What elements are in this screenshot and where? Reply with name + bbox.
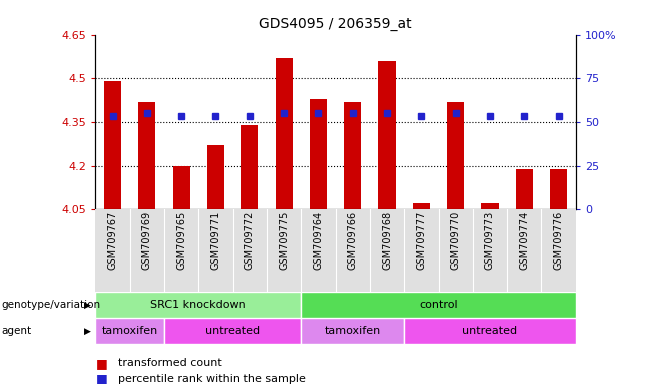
Title: GDS4095 / 206359_at: GDS4095 / 206359_at <box>259 17 412 31</box>
Text: control: control <box>419 300 458 310</box>
Text: GSM709775: GSM709775 <box>279 211 289 270</box>
Text: untreated: untreated <box>205 326 260 336</box>
Text: GSM709773: GSM709773 <box>485 211 495 270</box>
Text: ▶: ▶ <box>84 326 91 336</box>
Bar <box>447 101 465 209</box>
Text: GSM709766: GSM709766 <box>347 211 358 270</box>
Bar <box>482 204 499 209</box>
Bar <box>301 292 576 318</box>
Bar <box>301 318 404 344</box>
Bar <box>550 169 567 209</box>
Text: GSM709776: GSM709776 <box>553 211 564 270</box>
Bar <box>138 101 155 209</box>
Text: GSM709767: GSM709767 <box>107 211 118 270</box>
Text: ■: ■ <box>95 372 107 384</box>
Text: GSM709777: GSM709777 <box>417 211 426 270</box>
Text: GSM709768: GSM709768 <box>382 211 392 270</box>
Bar <box>344 101 361 209</box>
Bar <box>516 169 533 209</box>
Bar <box>104 81 121 209</box>
Bar <box>172 166 190 209</box>
Text: GSM709772: GSM709772 <box>245 211 255 270</box>
Text: untreated: untreated <box>463 326 518 336</box>
Bar <box>413 204 430 209</box>
Bar <box>378 61 395 209</box>
Text: ■: ■ <box>95 357 107 370</box>
Bar <box>95 318 164 344</box>
Text: tamoxifen: tamoxifen <box>101 326 158 336</box>
Text: transformed count: transformed count <box>118 358 222 368</box>
Bar <box>404 318 576 344</box>
Text: ▶: ▶ <box>84 300 91 310</box>
Bar <box>241 125 259 209</box>
Text: SRC1 knockdown: SRC1 knockdown <box>151 300 246 310</box>
Bar <box>95 292 301 318</box>
Bar <box>310 99 327 209</box>
Text: percentile rank within the sample: percentile rank within the sample <box>118 374 307 384</box>
Text: agent: agent <box>1 326 32 336</box>
Text: GSM709769: GSM709769 <box>142 211 152 270</box>
Bar <box>276 58 293 209</box>
Bar <box>164 318 301 344</box>
Text: genotype/variation: genotype/variation <box>1 300 101 310</box>
Text: GSM709771: GSM709771 <box>211 211 220 270</box>
Text: GSM709764: GSM709764 <box>313 211 324 270</box>
Bar <box>207 145 224 209</box>
Text: tamoxifen: tamoxifen <box>324 326 381 336</box>
Text: GSM709774: GSM709774 <box>519 211 529 270</box>
Text: GSM709770: GSM709770 <box>451 211 461 270</box>
Text: GSM709765: GSM709765 <box>176 211 186 270</box>
